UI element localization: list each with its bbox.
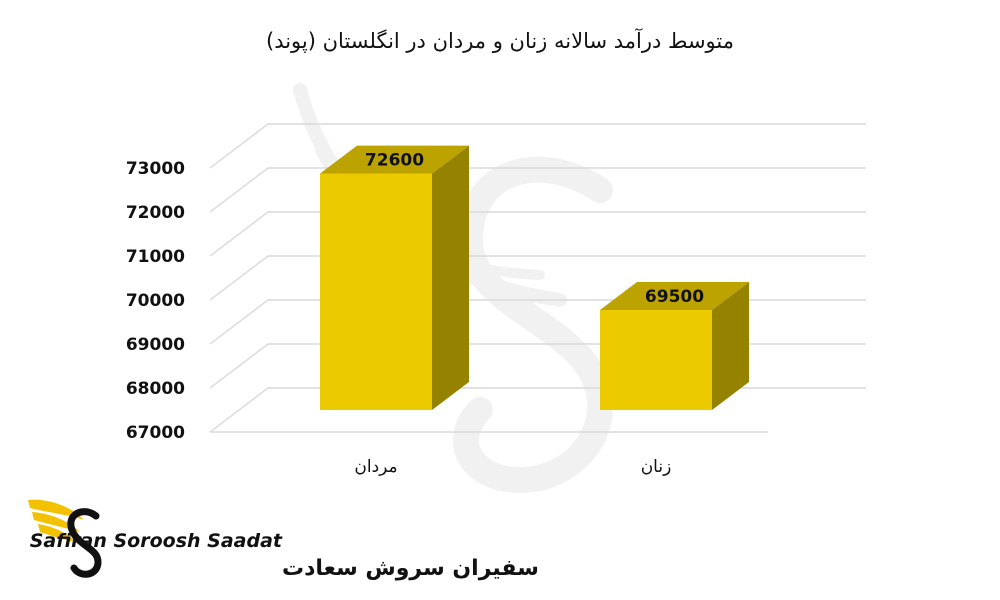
gridline <box>209 167 866 213</box>
logo-latin-name: Safiran Soroosh Saadat <box>30 530 283 552</box>
grid <box>209 123 866 433</box>
category-label: مردان <box>354 457 397 477</box>
category-label: زنان <box>641 457 672 477</box>
gridline <box>209 211 866 257</box>
y-tick-label: 67000 <box>126 423 185 443</box>
gridline <box>209 123 866 169</box>
gridline <box>209 255 866 301</box>
labels: 72600 مردان 69500 زنان <box>354 151 704 477</box>
swan-icon <box>28 499 102 578</box>
y-tick-label: 69000 <box>126 335 185 355</box>
bar-top <box>320 145 469 174</box>
logo: Safiran Soroosh Saadat سفیران سروش سعادت <box>28 499 539 581</box>
y-tick-label: 71000 <box>126 247 185 267</box>
y-tick-label: 68000 <box>126 379 185 399</box>
bars <box>320 145 749 410</box>
bar-1 <box>320 145 469 410</box>
data-label: 69500 <box>645 287 704 307</box>
bar-2 <box>600 282 749 410</box>
y-tick-label: 70000 <box>126 291 185 311</box>
y-tick-label: 72000 <box>126 203 185 223</box>
y-tick-label: 73000 <box>126 159 185 179</box>
bar-side <box>712 282 749 410</box>
y-axis: 67000 68000 69000 70000 71000 72000 73000 <box>126 159 185 443</box>
bar-top <box>600 282 749 310</box>
bar-side <box>432 145 469 410</box>
chart-title: متوسط درآمد سالانه زنان و مردان در انگلس… <box>266 28 734 53</box>
data-label: 72600 <box>365 151 424 171</box>
logo-persian-name: سفیران سروش سعادت <box>282 556 539 581</box>
bar-front <box>320 173 432 410</box>
bar-front <box>600 310 712 410</box>
gridline <box>209 343 866 389</box>
gridline <box>209 387 866 433</box>
